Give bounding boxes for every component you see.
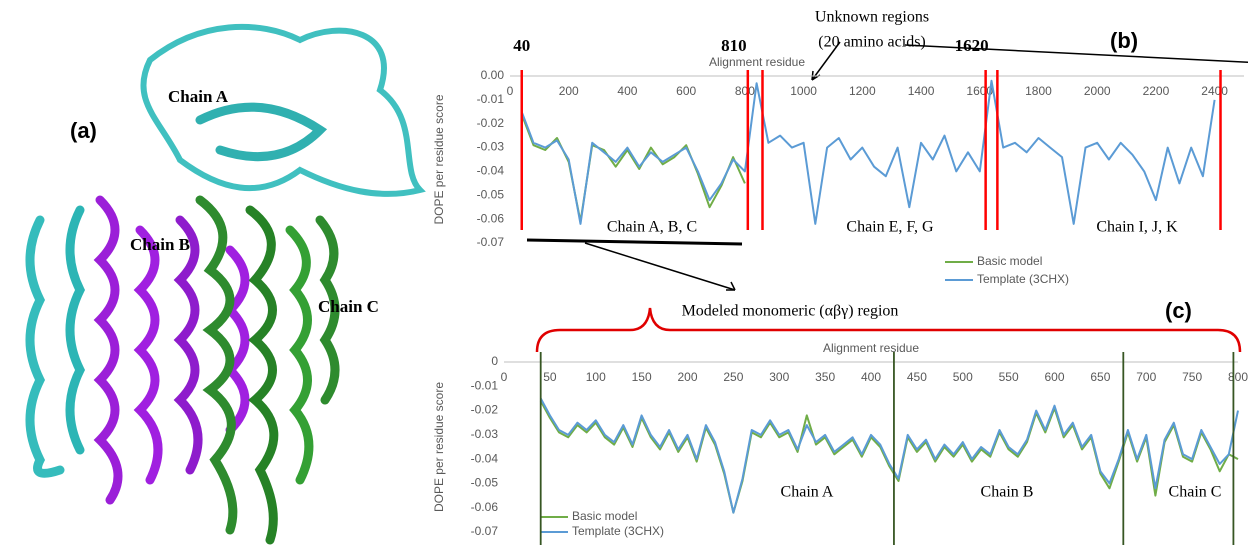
x-tick-label: 800 xyxy=(735,84,755,98)
y-tick-label: -0.02 xyxy=(471,403,499,417)
annotation: Chain I, J, K xyxy=(1096,219,1178,236)
data-line xyxy=(539,397,1239,514)
legend-label: Basic model xyxy=(977,254,1042,268)
data-line xyxy=(539,400,1239,514)
chain-label: Chain B xyxy=(130,235,190,254)
x-tick-label: 400 xyxy=(861,370,881,384)
x-axis-label: Alignment residue xyxy=(709,55,805,69)
x-tick-label: 0 xyxy=(507,84,514,98)
x-tick-label: 50 xyxy=(543,370,557,384)
y-tick-label: -0.05 xyxy=(471,476,499,490)
panel-label: (c) xyxy=(1165,298,1192,323)
y-tick-label: -0.06 xyxy=(471,500,499,514)
y-tick-label: -0.07 xyxy=(471,524,499,538)
chain-label: Chain C xyxy=(318,297,379,316)
x-tick-label: 2000 xyxy=(1084,84,1111,98)
data-line xyxy=(520,79,1216,225)
x-tick-label: 200 xyxy=(559,84,579,98)
y-tick-label: -0.01 xyxy=(471,378,499,392)
y-tick-label: -0.04 xyxy=(477,164,505,178)
annotation: Chain C xyxy=(1169,484,1222,501)
annotation: Chain A xyxy=(781,484,834,501)
x-axis-label: Alignment residue xyxy=(823,341,919,355)
x-tick-label: 750 xyxy=(1182,370,1202,384)
chain-label: Chain A xyxy=(168,87,229,106)
arrows xyxy=(526,41,1248,353)
y-axis-label: DOPE per residue score xyxy=(432,382,446,512)
x-tick-label: 400 xyxy=(617,84,637,98)
y-tick-label: -0.07 xyxy=(477,235,505,249)
panel-label: (b) xyxy=(1110,28,1138,53)
y-tick-label: -0.05 xyxy=(477,187,505,201)
annotation: (20 amino acids) xyxy=(818,34,926,51)
y-tick-label: -0.06 xyxy=(477,211,505,225)
annotation: Chain A, B, C xyxy=(607,219,697,236)
y-tick-label: -0.04 xyxy=(471,451,499,465)
legend-label: Template (3CHX) xyxy=(572,524,664,538)
x-tick-label: 800 xyxy=(1228,370,1248,384)
y-tick-label: -0.03 xyxy=(477,140,505,154)
x-tick-label: 1800 xyxy=(1025,84,1052,98)
x-tick-label: 100 xyxy=(586,370,606,384)
x-tick-label: 2200 xyxy=(1143,84,1170,98)
annotation: Modeled monomeric (αβγ) region xyxy=(682,303,899,320)
x-tick-label: 0 xyxy=(501,370,508,384)
y-tick-label: 0.00 xyxy=(481,68,505,82)
y-tick-label: -0.02 xyxy=(477,116,505,130)
x-tick-label: 600 xyxy=(676,84,696,98)
protein-structure xyxy=(25,23,426,545)
x-tick-label: 250 xyxy=(723,370,743,384)
boundary-label: 810 xyxy=(721,36,747,55)
annotation: Chain E, F, G xyxy=(846,219,934,236)
boundary-label: 1620 xyxy=(955,36,989,55)
x-tick-label: 200 xyxy=(677,370,697,384)
x-tick-label: 650 xyxy=(1090,370,1110,384)
legend-label: Template (3CHX) xyxy=(977,272,1069,286)
annotation: Unknown regions xyxy=(815,9,929,26)
y-tick-label: -0.01 xyxy=(477,92,505,106)
y-tick-label: 0 xyxy=(491,354,498,368)
x-tick-label: 1200 xyxy=(849,84,876,98)
boundary-label: 40 xyxy=(513,36,530,55)
x-tick-label: 600 xyxy=(1044,370,1064,384)
annotation: Chain B xyxy=(981,484,1034,501)
x-tick-label: 300 xyxy=(769,370,789,384)
y-axis-label: DOPE per residue score xyxy=(432,94,446,224)
x-tick-label: 450 xyxy=(907,370,927,384)
x-tick-label: 550 xyxy=(999,370,1019,384)
x-tick-label: 150 xyxy=(632,370,652,384)
y-tick-label: -0.03 xyxy=(471,427,499,441)
x-tick-label: 500 xyxy=(953,370,973,384)
x-tick-label: 1400 xyxy=(908,84,935,98)
x-tick-label: 2400 xyxy=(1201,84,1228,98)
data-line xyxy=(520,113,746,223)
x-tick-label: 700 xyxy=(1136,370,1156,384)
x-tick-label: 350 xyxy=(815,370,835,384)
x-tick-label: 1000 xyxy=(790,84,817,98)
legend-label: Basic model xyxy=(572,509,637,523)
panel-label: (a) xyxy=(70,118,97,143)
